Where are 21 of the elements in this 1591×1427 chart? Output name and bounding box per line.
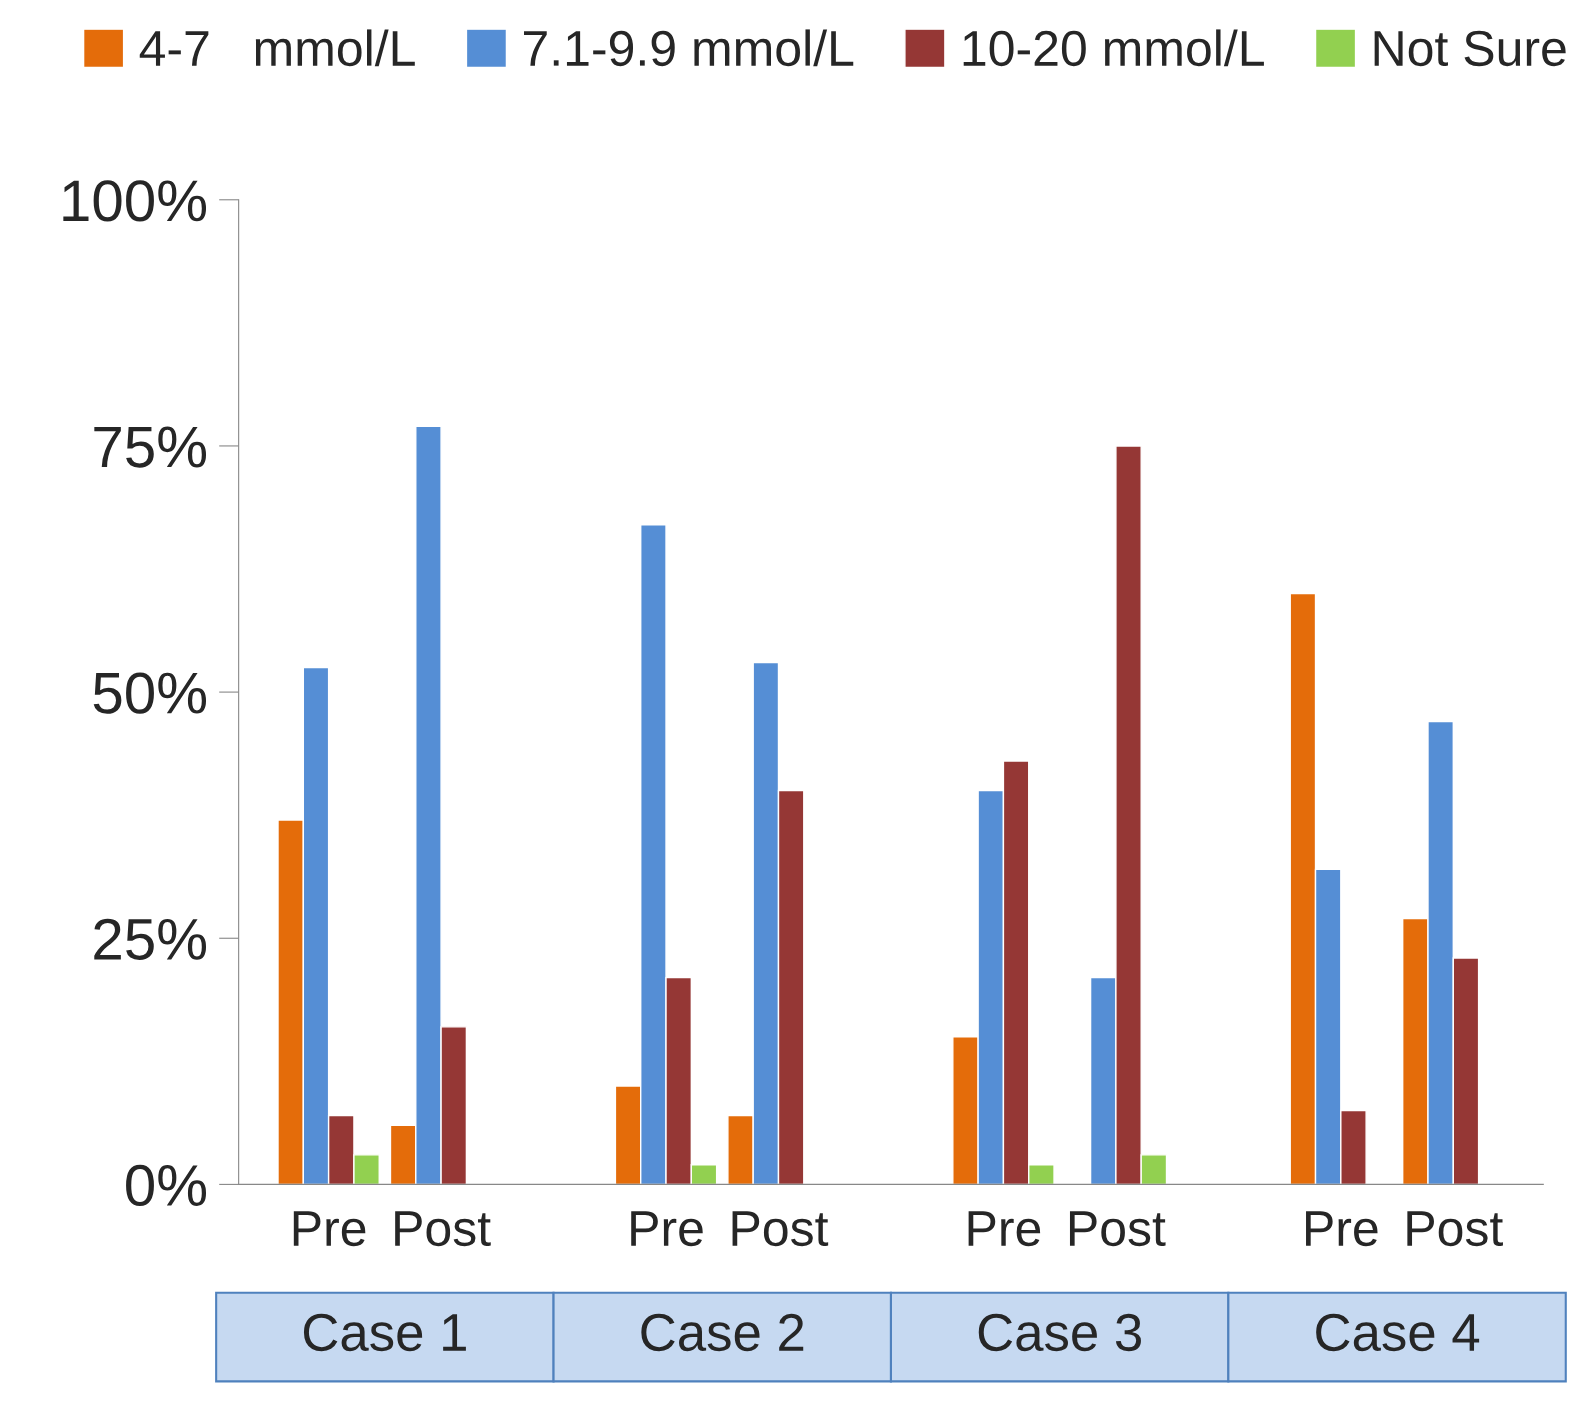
text: Case 2 bbox=[641, 1313, 804, 1352]
x-tick-label: Pre bbox=[968, 1211, 1041, 1247]
x-tick-label: Post bbox=[395, 1211, 491, 1247]
y-tick-label: 50% bbox=[93, 672, 207, 714]
y-tick-label: 100% bbox=[63, 180, 207, 222]
legend-label: 7.1-9.9 mmol/L bbox=[524, 29, 854, 67]
text: Case 3 bbox=[978, 1313, 1141, 1352]
y-tick-label: 75% bbox=[94, 426, 207, 468]
text: Case 1 bbox=[303, 1313, 466, 1352]
y-tick-label: 0% bbox=[126, 1164, 207, 1207]
x-tick-label: Pre bbox=[631, 1211, 703, 1247]
y-tick-label: 25% bbox=[94, 918, 207, 960]
text: Case 4 bbox=[1316, 1313, 1480, 1352]
x-tick-label: Pre bbox=[293, 1211, 366, 1247]
legend-label: 10-20 mmol/L bbox=[963, 29, 1264, 67]
x-tick-label: Post bbox=[1069, 1211, 1166, 1247]
legend-label: Not Sure bbox=[1374, 30, 1566, 67]
x-tick-label: Post bbox=[1407, 1211, 1503, 1247]
x-tick-label: Post bbox=[732, 1211, 829, 1247]
x-tick-label: Pre bbox=[1306, 1211, 1378, 1247]
legend-label: 4-7 mmol/L bbox=[139, 29, 415, 67]
